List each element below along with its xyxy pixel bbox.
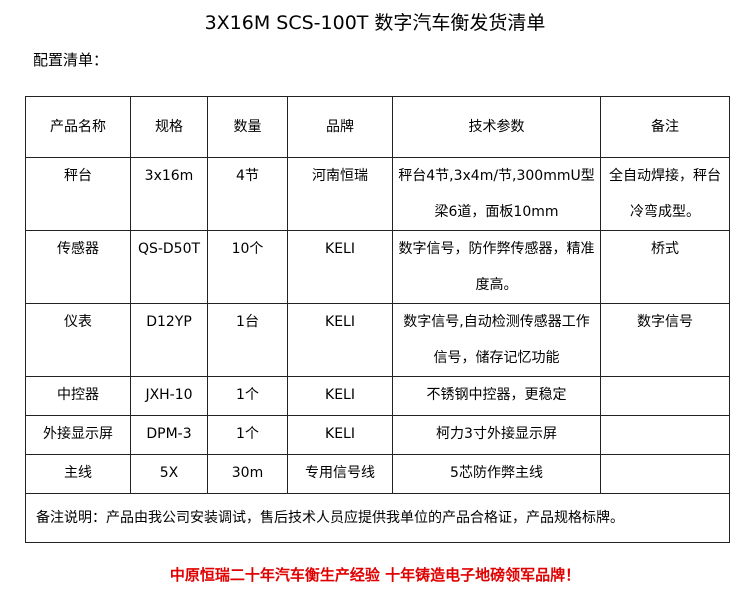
header-cell: 产品名称 xyxy=(25,96,131,158)
table-cell: 数字信号，防作弊传感器，精准度高。 xyxy=(392,230,601,304)
table-cell: 4节 xyxy=(207,157,288,231)
header-cell: 技术参数 xyxy=(392,96,601,158)
table-cell: 主线 xyxy=(25,454,131,494)
table-cell: DPM-3 xyxy=(130,415,208,455)
table-cell xyxy=(600,376,730,416)
note-cell: 备注说明：产品由我公司安装调试，售后技术人员应提供我单位的产品合格证，产品规格标… xyxy=(25,493,730,543)
table-cell: 秤台 xyxy=(25,157,131,231)
table-cell: 中控器 xyxy=(25,376,131,416)
table-cell: 传感器 xyxy=(25,230,131,304)
page-title: 3X16M SCS-100T 数字汽车衡发货清单 xyxy=(204,12,546,34)
shipping-list-table: 产品名称 规格 数量 品牌 技术参数 备注 秤台 3x16m 4节 河南恒瑞 秤台4节,… xyxy=(25,96,730,543)
header-cell: 品牌 xyxy=(287,96,393,158)
table-cell: 5芯防作弊主线 xyxy=(392,454,601,494)
table-row: 传感器 QS-D50T 10个 KELI 数字信号，防作弊传感器，精准度高。 桥式 xyxy=(25,230,730,304)
table-cell: 不锈钢中控器，更稳定 xyxy=(392,376,601,416)
section-label: 配置清单： xyxy=(33,51,109,69)
table-row: 中控器 JXH-10 1个 KELI 不锈钢中控器，更稳定 xyxy=(25,376,730,416)
table-row: 主线 5X 30m 专用信号线 5芯防作弊主线 xyxy=(25,454,730,494)
table-cell xyxy=(600,454,730,494)
table-cell: 5X xyxy=(130,454,208,494)
table-cell xyxy=(600,415,730,455)
header-cell: 数量 xyxy=(207,96,288,158)
table-row: 秤台 3x16m 4节 河南恒瑞 秤台4节,3x4m/节,300mmU型梁6道，面板10… xyxy=(25,157,730,231)
table-cell: KELI xyxy=(287,303,393,377)
table-cell: KELI xyxy=(287,230,393,304)
table-cell: 1个 xyxy=(207,415,288,455)
header-cell: 规格 xyxy=(130,96,208,158)
table-cell: 数字信号,自动检测传感器工作信号，储存记忆功能 xyxy=(392,303,601,377)
table-cell: KELI xyxy=(287,415,393,455)
table-cell: 全自动焊接，秤台冷弯成型。 xyxy=(600,157,730,231)
header-cell: 备注 xyxy=(600,96,730,158)
table-cell: 1个 xyxy=(207,376,288,416)
table-header-row: 产品名称 规格 数量 品牌 技术参数 备注 xyxy=(25,96,730,158)
table-cell: 仪表 xyxy=(25,303,131,377)
footer-slogan: 中原恒瑞二十年汽车衡生产经验 十年铸造电子地磅领军品牌！ xyxy=(169,566,581,584)
table-cell: 柯力3寸外接显示屏 xyxy=(392,415,601,455)
table-cell: JXH-10 xyxy=(130,376,208,416)
table-cell: KELI xyxy=(287,376,393,416)
table-cell: 3x16m xyxy=(130,157,208,231)
table-row: 仪表 D12YP 1台 KELI 数字信号,自动检测传感器工作信号，储存记忆功能 数字信号 xyxy=(25,303,730,377)
table-cell: 30m xyxy=(207,454,288,494)
table-cell: 秤台4节,3x4m/节,300mmU型梁6道，面板10mm xyxy=(392,157,601,231)
table-cell: 10个 xyxy=(207,230,288,304)
table-cell: 数字信号 xyxy=(600,303,730,377)
table-cell: 桥式 xyxy=(600,230,730,304)
table-cell: 河南恒瑞 xyxy=(287,157,393,231)
table-cell: D12YP xyxy=(130,303,208,377)
table-cell: QS-D50T xyxy=(130,230,208,304)
table-row: 外接显示屏 DPM-3 1个 KELI 柯力3寸外接显示屏 xyxy=(25,415,730,455)
table-cell: 外接显示屏 xyxy=(25,415,131,455)
table-cell: 专用信号线 xyxy=(287,454,393,494)
table-cell: 1台 xyxy=(207,303,288,377)
note-row: 备注说明：产品由我公司安装调试，售后技术人员应提供我单位的产品合格证，产品规格标… xyxy=(25,493,730,543)
